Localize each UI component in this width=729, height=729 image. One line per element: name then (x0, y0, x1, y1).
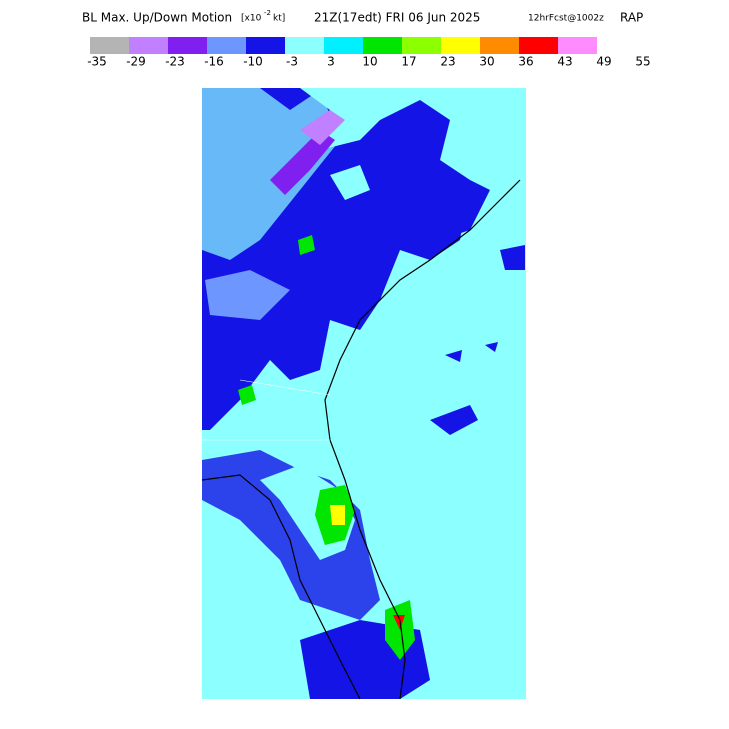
updraft-core (238, 385, 256, 405)
color-swatch (402, 37, 441, 54)
color-swatch (90, 37, 129, 54)
colorbar-label: 3 (327, 55, 335, 69)
colorbar-label: 17 (401, 55, 416, 69)
strong-downdraft (300, 110, 345, 145)
color-swatch (480, 37, 519, 54)
color-swatch (285, 37, 324, 54)
map (201, 88, 526, 700)
units: kt] (273, 14, 285, 24)
colorbar-label: -10 (243, 55, 263, 69)
color-swatch (363, 37, 402, 54)
forecast: 12hrFcst@1002z (528, 14, 604, 24)
strong-downdraft (270, 130, 335, 195)
downdraft-patch (445, 342, 498, 362)
valid-time: 21Z(17edt) FRI 06 Jun 2025 (314, 11, 480, 25)
updraft-peak (330, 505, 345, 525)
downdraft-patch (430, 405, 478, 435)
colorbar-label: 36 (518, 55, 533, 69)
coastline (201, 179, 521, 700)
colorbar-label: -16 (204, 55, 224, 69)
units: [x10 (241, 14, 262, 24)
color-swatch (441, 37, 480, 54)
updraft-core (298, 235, 315, 255)
color-swatch (519, 37, 558, 54)
colorbar-label: 23 (440, 55, 455, 69)
downdraft-patch (420, 175, 490, 240)
colorbar-label: -23 (165, 55, 185, 69)
colorbar-label: 43 (557, 55, 572, 69)
colorbar-label: 10 (362, 55, 377, 69)
units-exponent: -2 (264, 9, 271, 17)
color-swatch (246, 37, 285, 54)
colorbar-label: 55 (635, 55, 650, 69)
updraft-patch (330, 165, 370, 200)
color-swatch (129, 37, 168, 54)
color-swatch (168, 37, 207, 54)
colorbar-label: -35 (87, 55, 107, 69)
color-swatch (207, 37, 246, 54)
colorbar-label: 49 (596, 55, 611, 69)
downdraft-region (205, 270, 290, 320)
colorbar-label: -29 (126, 55, 146, 69)
state-border (202, 379, 331, 441)
updraft-peak (393, 615, 405, 630)
model: RAP (620, 11, 643, 25)
downdraft-patch (500, 245, 525, 270)
colorbar-label: 30 (479, 55, 494, 69)
title: BL Max. Up/Down Motion (82, 11, 232, 25)
colorbar-label: -3 (286, 55, 298, 69)
color-swatch (558, 37, 597, 54)
color-swatch (324, 37, 363, 54)
colorbar: -35 -29 -23 -16 -10 -3 3 10 17 23 30 36 43 49 55 (87, 37, 651, 69)
